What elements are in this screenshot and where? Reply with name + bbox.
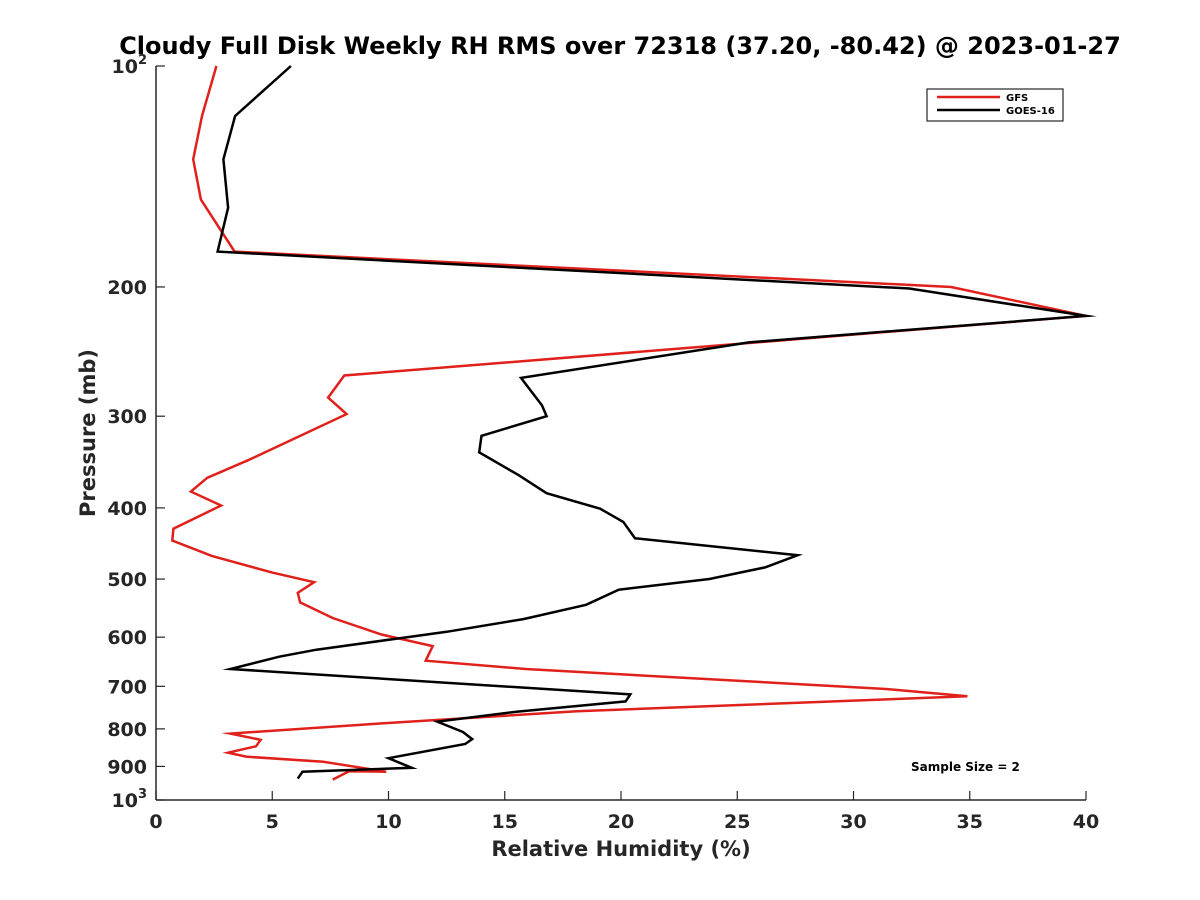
y-tick-label: 102 bbox=[112, 53, 148, 78]
series-layer bbox=[170, 65, 1097, 781]
y-tick-label: 400 bbox=[107, 498, 147, 520]
sample-size-note: Sample Size = 2 bbox=[911, 760, 1020, 774]
legend-label-gfs: GFS bbox=[1006, 93, 1028, 104]
y-tick-label: 103 bbox=[112, 787, 148, 812]
x-tick-label: 5 bbox=[266, 811, 279, 833]
x-tick-label: 35 bbox=[957, 811, 983, 833]
x-tick-label: 20 bbox=[608, 811, 634, 833]
y-axis-ticks: 102 200 300 400 500 600 700 800 900 103 bbox=[107, 53, 165, 812]
legend-label-goes16: GOES-16 bbox=[1006, 106, 1055, 117]
chart-title: Cloudy Full Disk Weekly RH RMS over 7231… bbox=[119, 32, 1121, 60]
legend-box bbox=[926, 88, 1064, 122]
x-tick-label: 10 bbox=[375, 811, 401, 833]
x-tick-label: 40 bbox=[1073, 811, 1099, 833]
y-tick-label: 900 bbox=[107, 756, 147, 778]
x-tick-label: 0 bbox=[149, 811, 162, 833]
x-axis-label: Relative Humidity (%) bbox=[491, 837, 750, 861]
legend: GFS GOES-16 bbox=[926, 88, 1064, 122]
x-tick-label: 25 bbox=[724, 811, 750, 833]
y-tick-label: 300 bbox=[107, 406, 147, 428]
y-axis-label: Pressure (mb) bbox=[76, 349, 100, 517]
series-line-goes16 bbox=[216, 65, 1097, 780]
x-axis-ticks: 0 5 10 15 20 25 30 35 40 bbox=[149, 791, 1099, 833]
x-tick-label: 15 bbox=[492, 811, 518, 833]
y-tick-label: 500 bbox=[107, 569, 147, 591]
y-tick-label: 600 bbox=[107, 627, 147, 649]
y-tick-label: 800 bbox=[107, 719, 147, 741]
y-tick-label: 700 bbox=[107, 676, 147, 698]
x-tick-label: 30 bbox=[840, 811, 866, 833]
plot-area bbox=[156, 66, 1086, 800]
y-tick-label: 200 bbox=[107, 277, 147, 299]
